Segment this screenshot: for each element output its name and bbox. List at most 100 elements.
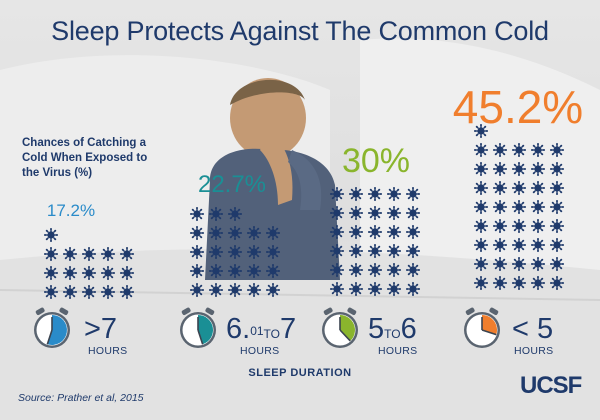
value-label-6to7: 22.7% [197,171,267,198]
virus-icon [531,181,545,195]
virus-icon [209,264,223,278]
virus-icon [82,266,96,280]
virus-icon [330,244,344,258]
virus-icon [190,283,204,297]
clock-icon [464,307,500,348]
x-axis-label: SLEEP DURATION [248,367,352,379]
virus-icon [368,187,382,201]
hours-unit: HOURS [514,345,554,357]
value-label-5to6: 30% [341,142,411,180]
virus-icon [387,244,401,258]
hours-label-lt5: < 5 [512,313,554,345]
virus-icon [531,276,545,290]
virus-icon [368,282,382,296]
virus-icon [82,247,96,261]
virus-icon [387,282,401,296]
virus-icon [493,143,507,157]
virus-icon [493,200,507,214]
virus-icon [330,206,344,220]
virus-icon [531,238,545,252]
virus-icon [190,264,204,278]
virus-icon [247,283,261,297]
hours-unit: HOURS [88,345,128,357]
virus-icon [512,257,526,271]
virus-icon [387,206,401,220]
virus-icon [349,282,363,296]
virus-icon [228,283,242,297]
virus-icon [474,143,488,157]
virus-icon [512,200,526,214]
virus-icon [266,283,280,297]
virus-icon [531,219,545,233]
virus-icon [474,181,488,195]
virus-icon [387,225,401,239]
ucsf-logo: UCSF [520,372,582,399]
virus-icon [368,206,382,220]
virus-icon [493,219,507,233]
virus-icon [44,285,58,299]
virus-icon [550,181,564,195]
virus-icon [406,263,420,277]
virus-icon [512,219,526,233]
virus-icon [63,247,77,261]
virus-icon [531,162,545,176]
virus-icon [330,282,344,296]
virus-icon [266,264,280,278]
virus-icon [349,225,363,239]
virus-icon [266,226,280,240]
virus-icon [550,238,564,252]
virus-icon [474,257,488,271]
virus-icon [493,257,507,271]
virus-icon [550,200,564,214]
virus-icon [266,245,280,259]
virus-icon [349,187,363,201]
virus-icon [474,238,488,252]
hours-label-5to6: 5TO6 [368,313,417,345]
hours-unit: HOURS [378,345,418,357]
virus-icon [190,245,204,259]
page-title: Sleep Protects Against The Common Cold [51,16,549,46]
virus-icon [531,143,545,157]
virus-icon [406,282,420,296]
virus-icon [406,225,420,239]
clock-icon [322,307,358,348]
virus-icon [512,238,526,252]
virus-icon [349,263,363,277]
virus-icon [406,187,420,201]
virus-icon [44,266,58,280]
virus-icon [209,245,223,259]
virus-icon [474,276,488,290]
virus-icon [120,247,134,261]
virus-icon [474,219,488,233]
virus-icon [493,238,507,252]
virus-icon [82,285,96,299]
virus-icon [387,263,401,277]
virus-icon [228,207,242,221]
virus-icon [406,206,420,220]
virus-icon [209,207,223,221]
virus-icon [63,285,77,299]
virus-icon [387,187,401,201]
virus-icon [474,162,488,176]
clock-icon [34,307,70,348]
y-axis-label: Chances of Catching a Cold When Exposed … [22,137,148,179]
virus-icon [190,226,204,240]
virus-icon [531,257,545,271]
virus-icon [406,244,420,258]
virus-icon [512,276,526,290]
virus-icon [493,162,507,176]
virus-icon [228,264,242,278]
virus-icon [120,266,134,280]
virus-icon [512,143,526,157]
virus-icon [493,276,507,290]
virus-icon [531,200,545,214]
virus-icon [228,245,242,259]
virus-icon [512,181,526,195]
value-label-gt7: 17.2% [46,201,96,220]
virus-icon [550,162,564,176]
virus-icon [247,226,261,240]
virus-icon [550,276,564,290]
virus-icon [120,285,134,299]
virus-icon [330,187,344,201]
